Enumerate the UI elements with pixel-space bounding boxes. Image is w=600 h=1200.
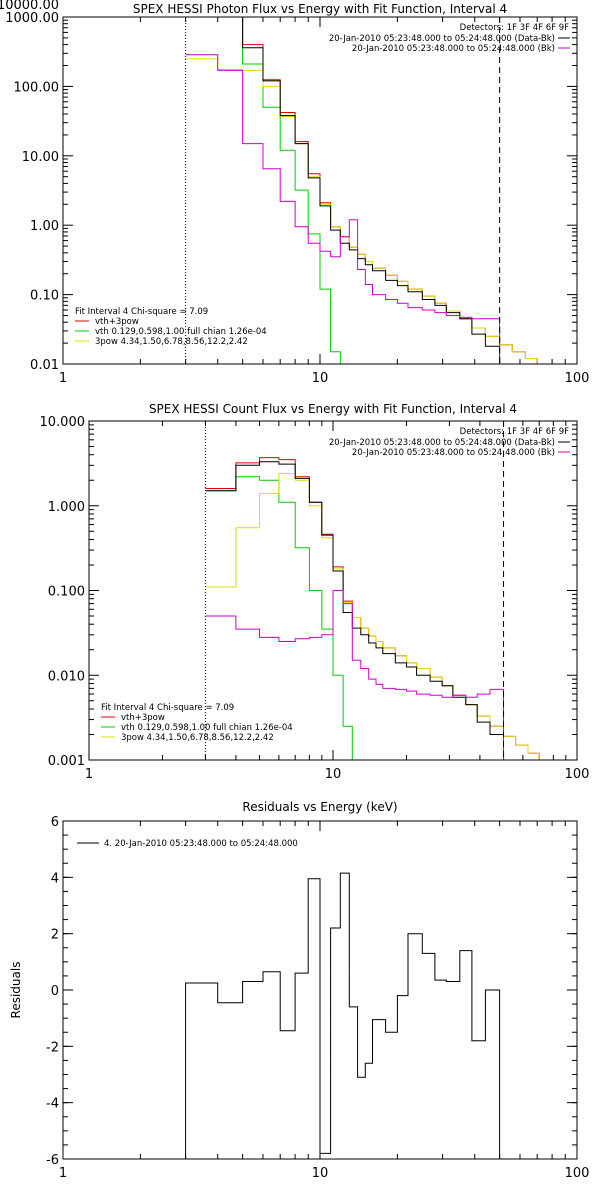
y-tick-label: 0.010 [48,669,85,684]
series-group [185,17,552,364]
x-tick-label: 10 [312,1166,329,1181]
series-group [185,872,501,1159]
series-data-bk [242,17,501,364]
y-tick-label: 1.00 [30,219,59,234]
y-tick-label: 6 [51,815,59,830]
y-tick-label: 10.00 [22,150,59,165]
x-tick-label: 100 [565,371,590,386]
y-tick-label: -2 [46,1040,59,1055]
photon-flux-panel: SPEX HESSI Photon Flux vs Energy with Fi… [0,0,590,386]
legend-entry: vth+3pow [121,713,165,723]
y-tick-label: 10.000 [40,415,86,430]
y-tick-label: 2 [51,928,59,943]
interval-label: 20-Jan-2010 05:23:48.000 to 05:24:48.000… [329,34,555,44]
x-tick-label: 1 [85,767,93,782]
detectors-label: Detectors: 1F 3F 4F 6F 9F [460,23,569,33]
interval-label: 20-Jan-2010 05:23:48.000 to 05:24:48.000… [329,438,555,448]
detectors-label: Detectors: 1F 3F 4F 6F 9F [460,427,569,437]
x-tick-label: 1 [59,371,67,386]
fit-interval-label: Fit Interval 4 Chi-square = 7.09 [101,703,234,713]
legend-entry: vth+3pow [95,317,139,327]
chart-title: Residuals vs Energy (keV) [242,800,397,814]
y-tick-label: 4 [51,871,59,886]
y-tick-label: 10000.00 [0,0,59,13]
y-tick-label: -6 [46,1153,59,1168]
series-4-20-jan-2010-05-23-48-000-to-05-24-48-000 [185,872,501,1159]
legend-entry: vth 0.129,0.598,1.00 full chian 1.26e-04 [95,327,267,337]
plot-frame [62,16,578,365]
series-vth [205,476,353,760]
legend-entry: 3pow 4.34,1.50,6.78,8.56,12.2,2.42 [121,733,274,743]
interval-label: 20-Jan-2010 05:23:48.000 to 05:24:48.000… [352,448,555,458]
legend-entry: 3pow 4.34,1.50,6.78,8.56,12.2,2.42 [95,337,248,347]
fit-interval-label: Fit Interval 4 Chi-square = 7.09 [75,307,208,317]
y-tick-label: 0 [51,984,59,999]
y-tick-label: 100.00 [14,80,60,95]
y-tick-label: 0.001 [48,754,85,769]
x-tick-label: 10 [325,767,342,782]
y-tick-label: 0.10 [30,289,59,304]
series-bk [205,590,504,760]
y-tick-label: 1.000 [48,500,85,515]
x-tick-label: 100 [565,767,590,782]
plot-frame [62,820,578,1160]
series-bk [185,54,501,364]
y-tick-label: 1000.00 [5,11,59,26]
series-data-bk [205,461,504,760]
y-tick-label: 0.100 [48,585,85,600]
y-tick-label: 0.01 [30,358,59,373]
interval-label: 20-Jan-2010 05:23:48.000 to 05:24:48.000… [352,44,555,54]
legend-entry: vth 0.129,0.598,1.00 full chian 1.26e-04 [121,723,293,733]
x-tick-label: 10 [312,371,329,386]
residuals-panel: Residuals vs Energy (keV) 1 10 100 -6 -4 -2 0 2 4… [9,800,589,1181]
x-tick-label: 1 [59,1166,67,1181]
chart-title: SPEX HESSI Photon Flux vs Energy with Fi… [133,2,507,16]
chart-title: SPEX HESSI Count Flux vs Energy with Fit… [149,402,517,416]
y-axis-label: Residuals [9,962,23,1019]
count-flux-panel: SPEX HESSI Count Flux vs Energy with Fit… [40,402,590,782]
legend-entry: 4. 20-Jan-2010 05:23:48.000 to 05:24:48.… [104,839,298,849]
plot-frame [88,420,578,761]
y-tick-label: -4 [46,1097,59,1112]
x-tick-label: 100 [565,1166,590,1181]
